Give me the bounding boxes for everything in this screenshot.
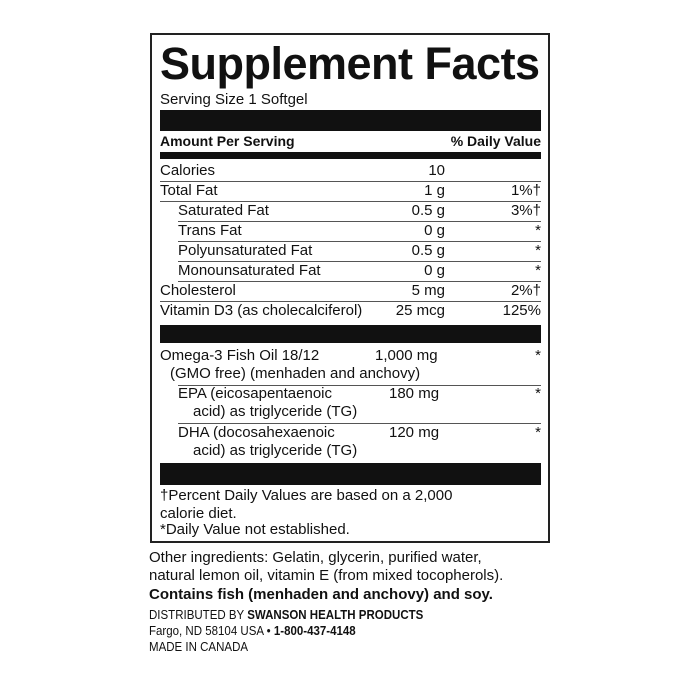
ingredient-daily-value: *	[535, 385, 541, 402]
nutrient-name: Saturated Fat	[178, 202, 269, 219]
row-divider	[160, 201, 541, 202]
nutrient-name: Vitamin D3 (as cholecalciferol)	[160, 302, 363, 319]
nutrient-amount: 25 mcg	[395, 302, 445, 319]
row-divider	[178, 221, 541, 222]
allergen-statement: Contains fish (menhaden and anchovy) and…	[149, 586, 493, 603]
ingredient-daily-value: *	[535, 424, 541, 441]
supplement-facts-panel	[150, 33, 550, 543]
nutrient-name: Polyunsaturated Fat	[178, 242, 313, 259]
nutrient-daily-value: *	[535, 222, 541, 239]
amount-per-serving-header: Amount Per Serving	[160, 133, 295, 149]
ingredient-name: EPA (eicosapentaenoic	[178, 385, 332, 402]
nutrient-amount: 0 g	[424, 222, 445, 239]
origin: MADE IN CANADA	[149, 640, 249, 654]
nutrient-daily-value: 125%	[502, 302, 541, 319]
ingredient-name-cont: (GMO free) (menhaden and anchovy)	[170, 365, 421, 382]
nutrient-name: Calories	[160, 162, 216, 179]
nutrient-daily-value: 1%†	[510, 182, 541, 199]
ingredient-daily-value: *	[535, 347, 541, 364]
nutrient-amount: 10	[428, 162, 445, 179]
divider-bar	[160, 325, 541, 343]
phone: 1-800-437-4148	[273, 624, 356, 638]
panel-title: Supplement Facts	[160, 38, 540, 89]
divider-bar	[160, 152, 541, 159]
distributor-line: DISTRIBUTED BY SWANSON HEALTH PRODUCTS	[149, 608, 423, 623]
row-divider	[178, 385, 541, 386]
footnote-dv-not-established: *Daily Value not established.	[160, 521, 350, 538]
nutrient-name: Trans Fat	[178, 222, 242, 239]
daily-value-header: % Daily Value	[450, 133, 541, 149]
row-divider	[178, 241, 541, 242]
row-divider	[160, 301, 541, 302]
serving-size: Serving Size 1 Softgel	[160, 91, 308, 108]
nutrient-amount: 0.5 g	[411, 202, 445, 219]
nutrient-name: Cholesterol	[160, 282, 236, 299]
nutrient-amount: 5 mg	[411, 282, 445, 299]
ingredient-amount: 1,000 mg	[375, 347, 438, 364]
divider-bar	[160, 110, 541, 131]
ingredient-name: DHA (docosahexaenoic	[178, 424, 335, 441]
nutrient-daily-value: *	[535, 262, 541, 279]
divider-bar	[160, 463, 541, 485]
address: Fargo, ND 58104 USA •	[149, 624, 274, 638]
distributor-name: SWANSON HEALTH PRODUCTS	[247, 608, 424, 622]
address-line: Fargo, ND 58104 USA • 1-800-437-4148	[149, 624, 356, 639]
row-divider	[178, 423, 541, 424]
ingredient-name: Omega-3 Fish Oil 18/12	[160, 347, 320, 364]
nutrient-amount: 0 g	[424, 262, 445, 279]
row-divider	[178, 281, 541, 282]
footnote-percent-dv: †Percent Daily Values are based on a 2,0…	[160, 487, 453, 504]
other-ingredients-cont: natural lemon oil, vitamin E (from mixed…	[149, 567, 504, 584]
nutrient-amount: 0.5 g	[411, 242, 445, 259]
nutrient-name: Monounsaturated Fat	[178, 262, 321, 279]
other-ingredients: Other ingredients: Gelatin, glycerin, pu…	[149, 549, 482, 566]
nutrient-name: Total Fat	[160, 182, 218, 199]
ingredient-name-cont: acid) as triglyceride (TG)	[193, 442, 358, 459]
nutrient-daily-value: *	[535, 242, 541, 259]
footnote-calorie-diet: calorie diet.	[160, 505, 237, 522]
ingredient-amount: 120 mg	[389, 424, 440, 441]
row-divider	[160, 181, 541, 182]
nutrient-daily-value: 3%†	[510, 202, 541, 219]
nutrient-daily-value: 2%†	[510, 282, 541, 299]
ingredient-name-cont: acid) as triglyceride (TG)	[193, 403, 358, 420]
row-divider	[178, 261, 541, 262]
distributor-prefix: DISTRIBUTED BY	[149, 608, 248, 622]
nutrient-amount: 1 g	[424, 182, 445, 199]
ingredient-amount: 180 mg	[389, 385, 440, 402]
